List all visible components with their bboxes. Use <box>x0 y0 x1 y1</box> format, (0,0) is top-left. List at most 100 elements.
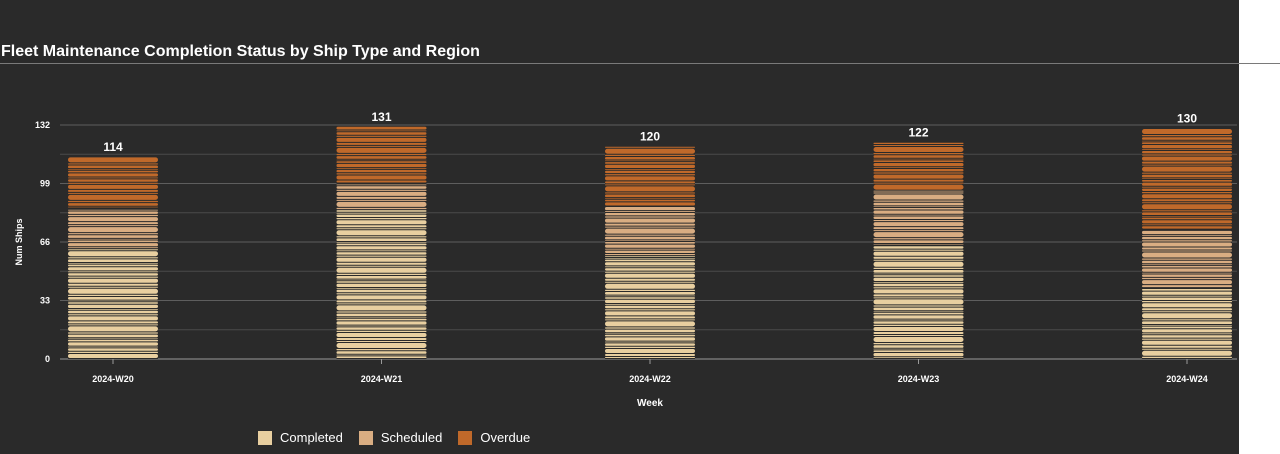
bar-segment-scheduled[interactable] <box>68 208 158 250</box>
bar-total-label: 131 <box>371 110 391 124</box>
bar-band <box>336 343 427 348</box>
bar-segment-scheduled[interactable] <box>873 190 964 246</box>
bar-band <box>873 232 964 238</box>
bar-segment-scheduled[interactable] <box>336 183 427 211</box>
bar-band <box>873 160 964 162</box>
bar-band <box>605 170 695 174</box>
bar-band <box>336 351 427 354</box>
bar-band <box>68 332 158 334</box>
bar-band <box>873 168 964 172</box>
bar-band <box>336 130 427 132</box>
bar-band <box>68 302 158 304</box>
bar-band <box>336 132 427 135</box>
bar-total-label: 122 <box>908 126 928 140</box>
bar-band <box>68 165 158 169</box>
bar-band <box>336 145 427 147</box>
bar-band <box>873 335 964 336</box>
bar-band <box>68 339 158 342</box>
bar-band <box>873 146 964 152</box>
bar-segment-completed[interactable] <box>873 245 964 359</box>
bar-band <box>1142 301 1232 303</box>
legend-swatch-overdue <box>458 430 473 445</box>
bar-band <box>605 194 695 198</box>
bar-band <box>873 174 964 179</box>
legend-label-scheduled: Scheduled <box>380 430 443 445</box>
bar-segment-completed[interactable] <box>1142 288 1232 359</box>
bar-band <box>605 311 695 316</box>
bar-band <box>605 341 695 343</box>
bar-band <box>873 190 964 192</box>
bar-band <box>605 354 695 356</box>
bar-band <box>1142 321 1232 324</box>
bar-segment-overdue[interactable] <box>605 146 695 207</box>
bar-band <box>336 180 427 183</box>
bar-band <box>605 334 695 337</box>
bar-band <box>605 198 695 199</box>
bar-band <box>605 262 695 266</box>
bar-band <box>873 155 964 158</box>
bar-band <box>605 148 695 154</box>
bar-band <box>1142 325 1232 326</box>
bar-segment-scheduled[interactable] <box>605 206 695 257</box>
bar-band <box>336 228 427 230</box>
legend-item-completed[interactable]: Completed <box>258 430 343 445</box>
bar-band <box>336 333 427 337</box>
bar-band <box>605 234 695 236</box>
bar-band <box>605 202 695 206</box>
bar-band <box>605 250 695 253</box>
bar-band <box>1142 268 1232 272</box>
bar-band <box>1142 174 1232 178</box>
bar-band <box>336 303 427 305</box>
bar-band <box>1142 335 1232 338</box>
bar-segment-overdue[interactable] <box>336 126 427 184</box>
y-axis-ticks: 0 33 66 99 132 <box>35 120 50 364</box>
bar-band <box>336 214 427 217</box>
bar-band <box>336 273 427 275</box>
bar-band <box>1142 156 1232 161</box>
bar-band <box>873 200 964 202</box>
bar-band <box>1142 212 1232 215</box>
bar-band <box>68 249 158 251</box>
bar-band <box>1142 202 1232 204</box>
bar-band <box>605 346 695 348</box>
legend-item-overdue[interactable]: Overdue <box>458 430 530 445</box>
bar-band <box>336 321 427 325</box>
bar-segment-overdue[interactable] <box>68 156 158 209</box>
bar-segment-completed[interactable] <box>605 256 695 359</box>
bar-band <box>605 305 695 309</box>
bar-band <box>873 192 964 194</box>
bar-band <box>336 318 427 321</box>
bar-segment-overdue[interactable] <box>1142 128 1232 230</box>
bar-band <box>68 169 158 170</box>
bar-band <box>1142 179 1232 182</box>
bar-band <box>873 214 964 216</box>
bar-band <box>873 319 964 321</box>
bar-segment-bg <box>68 156 158 209</box>
bar-band <box>873 167 964 168</box>
bar-band <box>605 181 695 184</box>
bar-band <box>1142 291 1232 295</box>
bar-band <box>68 157 158 163</box>
bar-segment-completed[interactable] <box>336 210 427 359</box>
bar-band <box>336 288 427 289</box>
bar-band <box>1142 356 1232 358</box>
bar-band <box>873 283 964 287</box>
bar-band <box>1142 172 1232 174</box>
bar-segment-completed[interactable] <box>68 249 158 359</box>
bar-segment-scheduled[interactable] <box>1142 229 1232 289</box>
bar-segment-overdue[interactable] <box>873 142 964 191</box>
bar-band <box>68 240 158 243</box>
bar-band <box>605 292 695 295</box>
bar-band <box>68 286 158 288</box>
legend-item-scheduled[interactable]: Scheduled <box>358 430 443 445</box>
bar-band <box>605 289 695 291</box>
bar-band <box>68 294 158 296</box>
bar-band <box>68 251 158 257</box>
bar-band <box>1142 295 1232 297</box>
bar-band <box>605 283 695 289</box>
bar-band <box>1142 226 1232 229</box>
bar-band <box>336 313 427 317</box>
bar-band <box>1142 252 1232 258</box>
bar-band <box>1142 224 1232 226</box>
